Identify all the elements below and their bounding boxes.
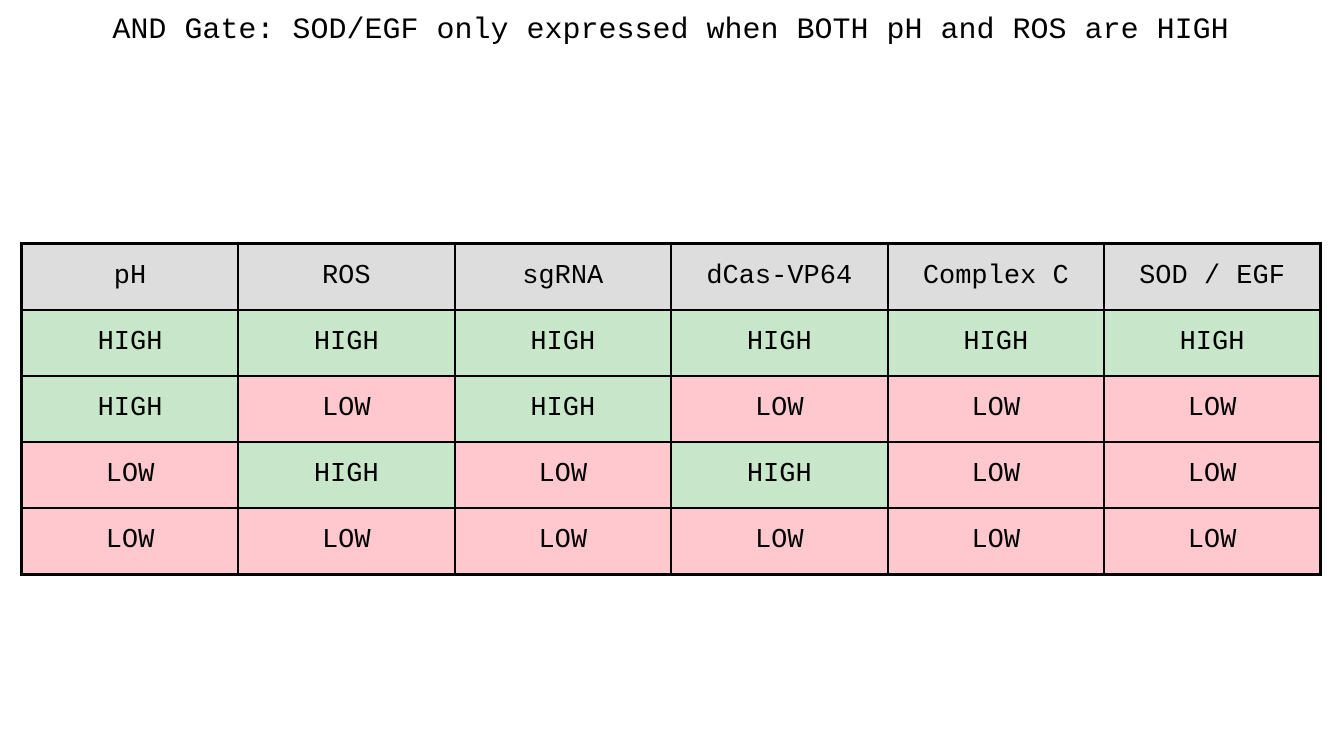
column-header: ROS	[237, 242, 456, 311]
table-cell: HIGH	[20, 374, 239, 443]
table-cell: HIGH	[20, 309, 239, 377]
table-cell: LOW	[453, 506, 672, 576]
table-cell: LOW	[1103, 374, 1322, 443]
table-cell: HIGH	[237, 309, 456, 377]
table-cell: LOW	[1103, 506, 1322, 576]
table-header: pH ROS sgRNA dCas-VP64 Complex C SOD / EGF	[20, 242, 1322, 311]
table-cell: LOW	[237, 374, 456, 443]
and-gate-truth-table: pH ROS sgRNA dCas-VP64 Complex C SOD / EGF HI…	[20, 242, 1322, 576]
table-cell: LOW	[670, 374, 889, 443]
table-cell: LOW	[886, 374, 1105, 443]
column-header: SOD / EGF	[1103, 242, 1322, 311]
column-header: pH	[20, 242, 239, 311]
column-header: dCas-VP64	[670, 242, 889, 311]
table-cell: HIGH	[670, 440, 889, 509]
header-row: pH ROS sgRNA dCas-VP64 Complex C SOD / EGF	[20, 242, 1322, 311]
table-cell: LOW	[237, 506, 456, 576]
table-row: HIGH LOW HIGH LOW LOW LOW	[20, 374, 1322, 443]
table-cell: HIGH	[886, 309, 1105, 377]
column-header: Complex C	[886, 242, 1105, 311]
column-header: sgRNA	[453, 242, 672, 311]
table-row: LOW LOW LOW LOW LOW LOW	[20, 506, 1322, 576]
table-cell: LOW	[1103, 440, 1322, 509]
table-cell: HIGH	[237, 440, 456, 509]
table-row: LOW HIGH LOW HIGH LOW LOW	[20, 440, 1322, 509]
figure-title: AND Gate: SOD/EGF only expressed when BO…	[112, 14, 1229, 48]
table-cell: LOW	[20, 506, 239, 576]
table-cell: HIGH	[1103, 309, 1322, 377]
table-body: HIGH HIGH HIGH HIGH HIGH HIGH HIGH LOW HIGH LOW LO…	[20, 309, 1322, 576]
table-cell: LOW	[20, 440, 239, 509]
table-cell: LOW	[886, 440, 1105, 509]
table-cell: LOW	[453, 440, 672, 509]
table-cell: HIGH	[453, 309, 672, 377]
table-row: HIGH HIGH HIGH HIGH HIGH HIGH	[20, 309, 1322, 377]
table-cell: HIGH	[453, 374, 672, 443]
table-cell: HIGH	[670, 309, 889, 377]
table-cell: LOW	[886, 506, 1105, 576]
table-cell: LOW	[670, 506, 889, 576]
